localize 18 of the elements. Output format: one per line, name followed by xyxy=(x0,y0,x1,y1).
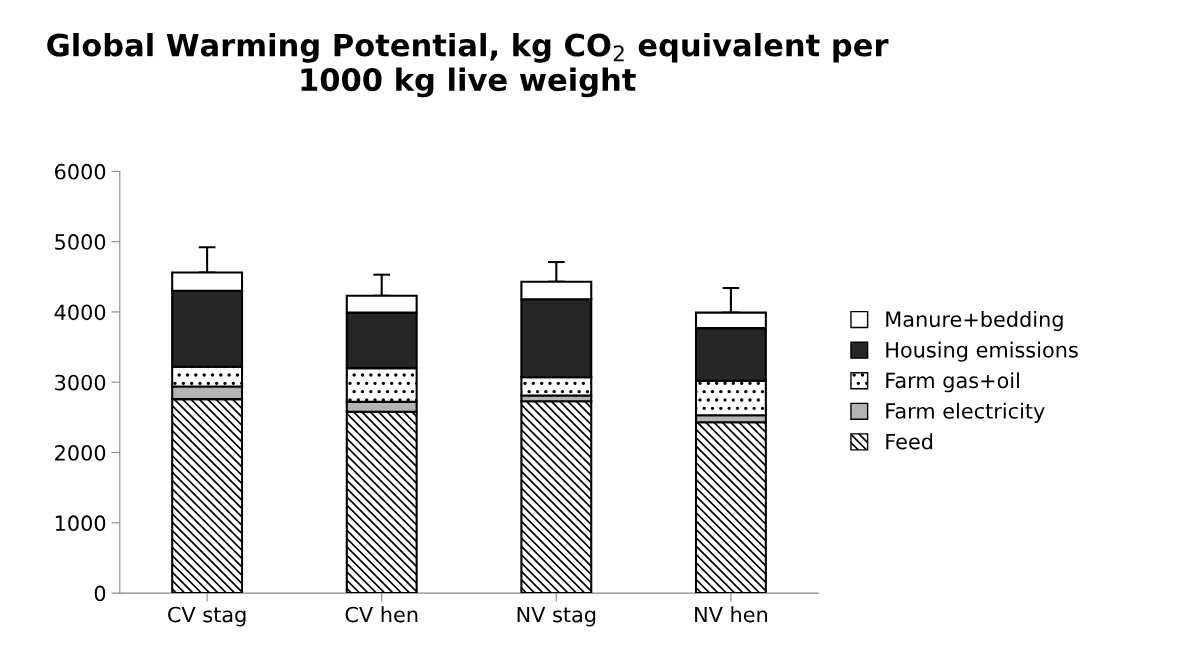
y-tick-label: 5000 xyxy=(55,234,106,250)
y-tick-label: 4000 xyxy=(54,304,106,321)
legend-label: Farm gas+oil xyxy=(886,372,1019,393)
x-tick-label: CV stag xyxy=(168,606,246,627)
legend-label: Farm electricity xyxy=(886,402,1045,423)
y-tick-label: 2000 xyxy=(55,444,106,461)
x-tick-label: NV stag xyxy=(517,606,596,627)
y-tick-label: 3000 xyxy=(55,374,106,391)
y-tick-label: 6000 xyxy=(55,163,106,180)
x-tick-label: CV hen xyxy=(345,606,418,623)
y-tick-label: 1000 xyxy=(55,515,106,532)
legend-label: Housing emissions xyxy=(886,341,1078,362)
chart-title: Global Warming Potential, kg CO$_{2}$ equivalent per 1000 kg live weight xyxy=(47,32,889,98)
y-tick-label: 0 xyxy=(94,585,106,602)
x-tick-label: NV hen xyxy=(695,606,767,623)
legend-label: Feed xyxy=(886,433,933,450)
legend-label: Manure+bedding xyxy=(886,310,1063,332)
bar xyxy=(520,400,593,594)
